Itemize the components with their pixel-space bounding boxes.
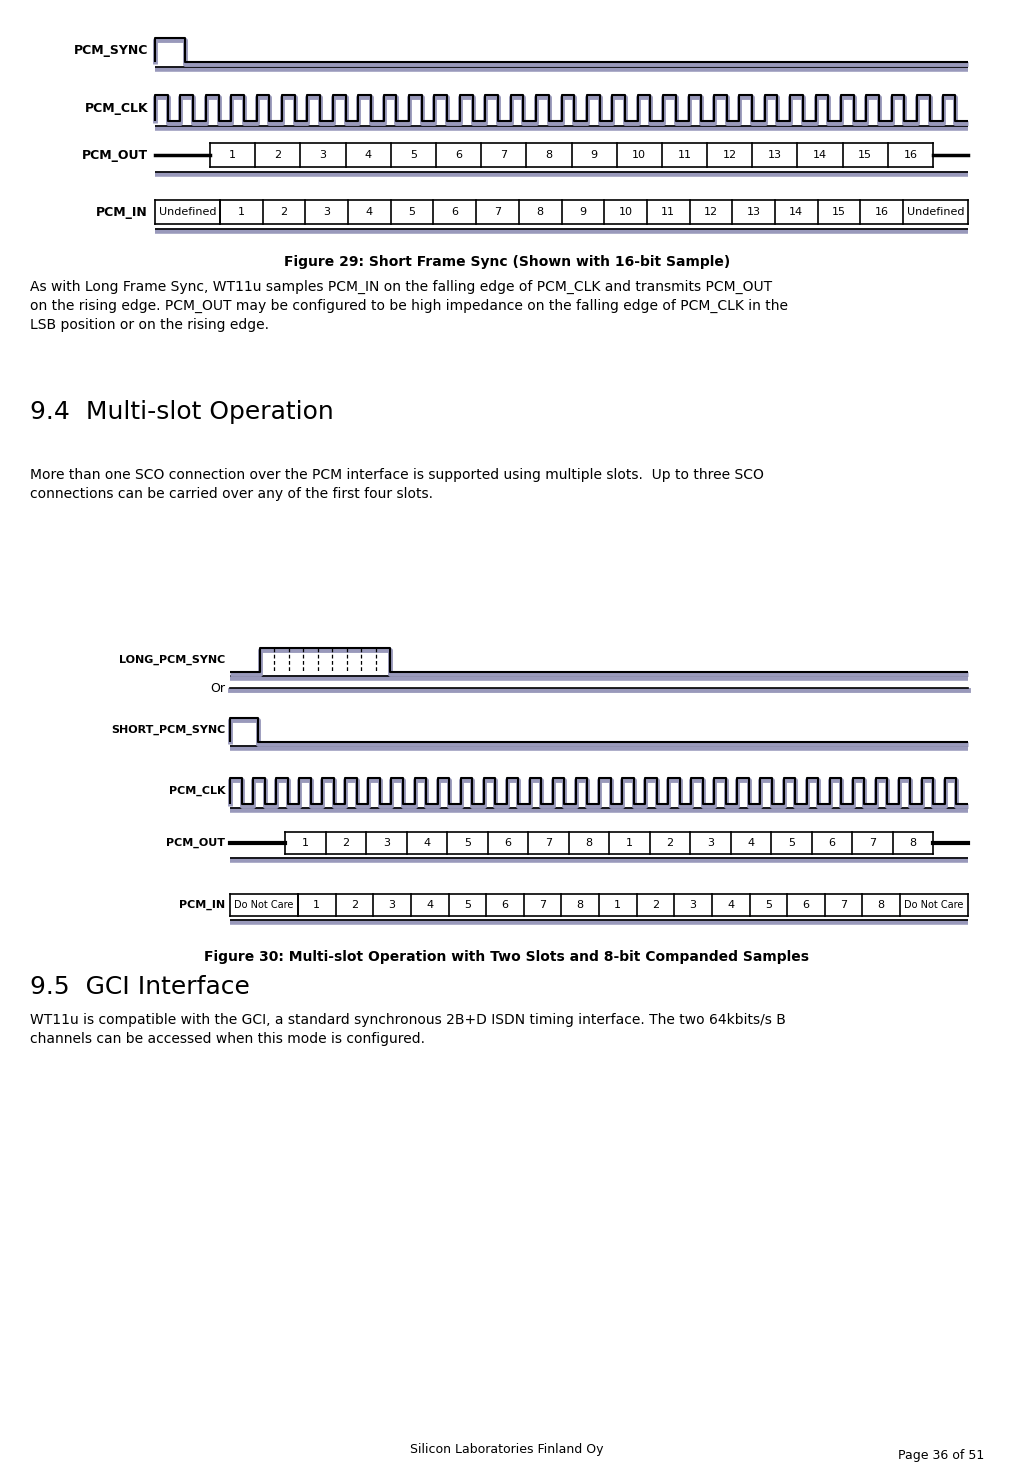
Text: 14: 14 — [789, 207, 803, 218]
Text: 5: 5 — [463, 838, 470, 847]
Text: 7: 7 — [494, 207, 501, 218]
Text: 14: 14 — [813, 150, 827, 160]
Text: Do Not Care: Do Not Care — [234, 900, 294, 911]
Text: 3: 3 — [319, 150, 327, 160]
Text: Figure 29: Short Frame Sync (Shown with 16-bit Sample): Figure 29: Short Frame Sync (Shown with … — [284, 254, 730, 269]
Text: 1: 1 — [229, 150, 236, 160]
Text: 5: 5 — [409, 207, 416, 218]
Text: 9.4  Multi-slot Operation: 9.4 Multi-slot Operation — [30, 400, 334, 424]
Text: 15: 15 — [831, 207, 846, 218]
Text: 10: 10 — [619, 207, 633, 218]
Text: Figure 30: Multi-slot Operation with Two Slots and 8-bit Companded Samples: Figure 30: Multi-slot Operation with Two… — [205, 950, 809, 964]
Text: 8: 8 — [878, 900, 885, 911]
Text: 3: 3 — [690, 900, 697, 911]
Text: 5: 5 — [410, 150, 417, 160]
Text: PCM_IN: PCM_IN — [96, 206, 148, 219]
Text: 2: 2 — [652, 900, 659, 911]
Text: PCM_CLK: PCM_CLK — [168, 786, 225, 796]
Text: 12: 12 — [704, 207, 718, 218]
Text: 1: 1 — [313, 900, 320, 911]
Text: 2: 2 — [281, 207, 288, 218]
Text: 4: 4 — [423, 838, 430, 847]
Text: 9: 9 — [590, 150, 597, 160]
Text: 4: 4 — [366, 207, 373, 218]
Text: 1: 1 — [626, 838, 633, 847]
Text: 8: 8 — [577, 900, 584, 911]
Text: on the rising edge. PCM_OUT may be configured to be high impedance on the fallin: on the rising edge. PCM_OUT may be confi… — [30, 299, 788, 313]
Text: WT11u is compatible with the GCI, a standard synchronous 2B+D ISDN timing interf: WT11u is compatible with the GCI, a stan… — [30, 1014, 786, 1027]
Text: 9: 9 — [579, 207, 586, 218]
Text: LSB position or on the rising edge.: LSB position or on the rising edge. — [30, 318, 269, 332]
Text: 4: 4 — [365, 150, 372, 160]
Text: 6: 6 — [502, 900, 508, 911]
Text: 13: 13 — [746, 207, 760, 218]
Text: 6: 6 — [504, 838, 511, 847]
Text: As with Long Frame Sync, WT11u samples PCM_IN on the falling edge of PCM_CLK and: As with Long Frame Sync, WT11u samples P… — [30, 279, 772, 294]
Text: channels can be accessed when this mode is configured.: channels can be accessed when this mode … — [30, 1033, 425, 1046]
Text: 2: 2 — [274, 150, 281, 160]
Text: 6: 6 — [802, 900, 809, 911]
Text: 7: 7 — [840, 900, 847, 911]
Text: More than one SCO connection over the PCM interface is supported using multiple : More than one SCO connection over the PC… — [30, 468, 764, 482]
Text: 7: 7 — [500, 150, 507, 160]
Text: 4: 4 — [747, 838, 754, 847]
Text: Or: Or — [210, 681, 225, 694]
Text: PCM_SYNC: PCM_SYNC — [74, 44, 148, 56]
Text: SHORT_PCM_SYNC: SHORT_PCM_SYNC — [111, 725, 225, 736]
Text: 12: 12 — [723, 150, 737, 160]
Text: Undefined: Undefined — [159, 207, 216, 218]
Text: 5: 5 — [788, 838, 795, 847]
Text: 5: 5 — [765, 900, 772, 911]
Text: 16: 16 — [875, 207, 888, 218]
Text: 7: 7 — [869, 838, 876, 847]
Text: 8: 8 — [536, 207, 544, 218]
Text: 8: 8 — [585, 838, 592, 847]
Text: 7: 7 — [539, 900, 547, 911]
Text: 6: 6 — [828, 838, 836, 847]
Text: 2: 2 — [351, 900, 358, 911]
Text: connections can be carried over any of the first four slots.: connections can be carried over any of t… — [30, 487, 433, 502]
Text: 1: 1 — [238, 207, 244, 218]
Text: 11: 11 — [661, 207, 675, 218]
Text: Undefined: Undefined — [907, 207, 964, 218]
Text: 4: 4 — [727, 900, 734, 911]
Text: 5: 5 — [463, 900, 470, 911]
Text: 4: 4 — [426, 900, 433, 911]
Text: PCM_CLK: PCM_CLK — [84, 101, 148, 115]
Text: LONG_PCM_SYNC: LONG_PCM_SYNC — [119, 655, 225, 665]
Text: 3: 3 — [707, 838, 714, 847]
Text: 9.5  GCI Interface: 9.5 GCI Interface — [30, 975, 249, 999]
Text: PCM_OUT: PCM_OUT — [166, 838, 225, 849]
Text: 13: 13 — [768, 150, 782, 160]
Text: 8: 8 — [910, 838, 917, 847]
Text: 6: 6 — [455, 150, 462, 160]
Text: 3: 3 — [388, 900, 395, 911]
Text: PCM_IN: PCM_IN — [178, 900, 225, 911]
Text: 6: 6 — [451, 207, 458, 218]
Text: Page 36 of 51: Page 36 of 51 — [897, 1449, 984, 1462]
Text: 1: 1 — [302, 838, 308, 847]
Text: Silicon Laboratories Finland Oy: Silicon Laboratories Finland Oy — [411, 1443, 603, 1456]
Text: 3: 3 — [323, 207, 331, 218]
Text: 8: 8 — [546, 150, 553, 160]
Text: 15: 15 — [858, 150, 872, 160]
Text: 10: 10 — [633, 150, 646, 160]
Text: Do Not Care: Do Not Care — [904, 900, 963, 911]
Text: 11: 11 — [677, 150, 692, 160]
Text: 2: 2 — [666, 838, 673, 847]
Text: PCM_OUT: PCM_OUT — [82, 149, 148, 162]
Text: 2: 2 — [342, 838, 349, 847]
Text: 1: 1 — [614, 900, 622, 911]
Text: 7: 7 — [545, 838, 552, 847]
Text: 16: 16 — [903, 150, 918, 160]
Text: 3: 3 — [382, 838, 389, 847]
